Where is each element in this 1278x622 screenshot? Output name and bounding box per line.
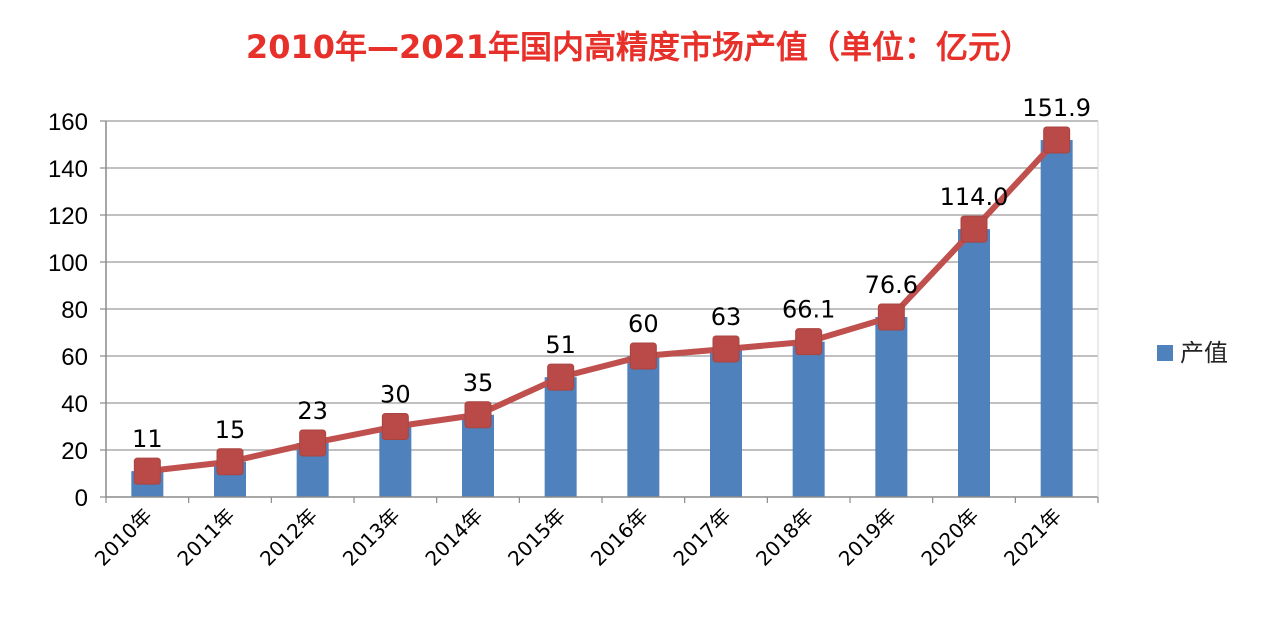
x-category-label: 2014年 (420, 504, 487, 571)
data-label: 63 (711, 303, 742, 331)
y-tick-label: 140 (48, 156, 88, 183)
data-label: 11 (132, 425, 163, 453)
line-marker (877, 303, 905, 331)
bar (462, 414, 494, 497)
x-category-label: 2012年 (255, 504, 322, 571)
bar (544, 377, 577, 497)
y-tick-label: 80 (61, 297, 88, 324)
x-category-label: 2011年 (172, 504, 239, 571)
series-line (146, 137, 1059, 475)
x-category-label: 2018年 (751, 504, 818, 571)
data-label: 76.6 (865, 271, 918, 299)
x-category-label: 2015年 (503, 504, 570, 571)
y-tick-label: 40 (61, 391, 88, 418)
y-tick-label: 120 (48, 203, 88, 230)
y-tick-label: 60 (61, 344, 88, 371)
bar (627, 356, 660, 497)
x-category-label: 2020年 (916, 504, 983, 571)
y-tick-label: 20 (61, 438, 88, 465)
line-marker (629, 342, 657, 370)
line-marker (216, 448, 244, 476)
data-label: 35 (463, 369, 494, 397)
data-label: 30 (380, 381, 411, 409)
y-tick-label: 160 (48, 109, 88, 136)
data-label: 51 (545, 331, 576, 359)
x-category-label: 2017年 (668, 504, 735, 571)
line-marker (381, 413, 409, 440)
legend-label: 产值 (1180, 339, 1228, 367)
x-category-label: 2010年 (90, 504, 157, 571)
y-tick-label: 100 (48, 250, 88, 277)
line-marker (299, 429, 327, 457)
data-label: 114.0 (940, 183, 1009, 211)
line-marker (547, 363, 575, 391)
chart-title: 2010年—2021年国内高精度市场产值（单位：亿元） (245, 28, 1033, 66)
line-marker (712, 335, 740, 363)
bar (1040, 140, 1073, 497)
line-marker (1043, 126, 1071, 154)
x-category-label: 2019年 (834, 504, 901, 571)
line-marker (464, 401, 492, 429)
x-category-label: 2021年 (999, 504, 1066, 571)
line-marker (960, 215, 988, 243)
x-category-label: 2016年 (586, 504, 653, 571)
data-label: 60 (628, 310, 659, 338)
bar (710, 348, 742, 497)
legend-swatch (1157, 345, 1173, 361)
x-category-label: 2013年 (338, 504, 405, 571)
data-label: 15 (215, 416, 246, 444)
data-label: 23 (297, 397, 328, 425)
data-label: 66.1 (782, 296, 835, 324)
bar (958, 229, 990, 497)
bar (792, 341, 825, 497)
bar (875, 316, 908, 497)
line-marker (795, 328, 823, 356)
y-tick-label: 0 (75, 485, 88, 512)
data-label: 151.9 (1022, 94, 1091, 122)
line-marker (133, 457, 161, 485)
